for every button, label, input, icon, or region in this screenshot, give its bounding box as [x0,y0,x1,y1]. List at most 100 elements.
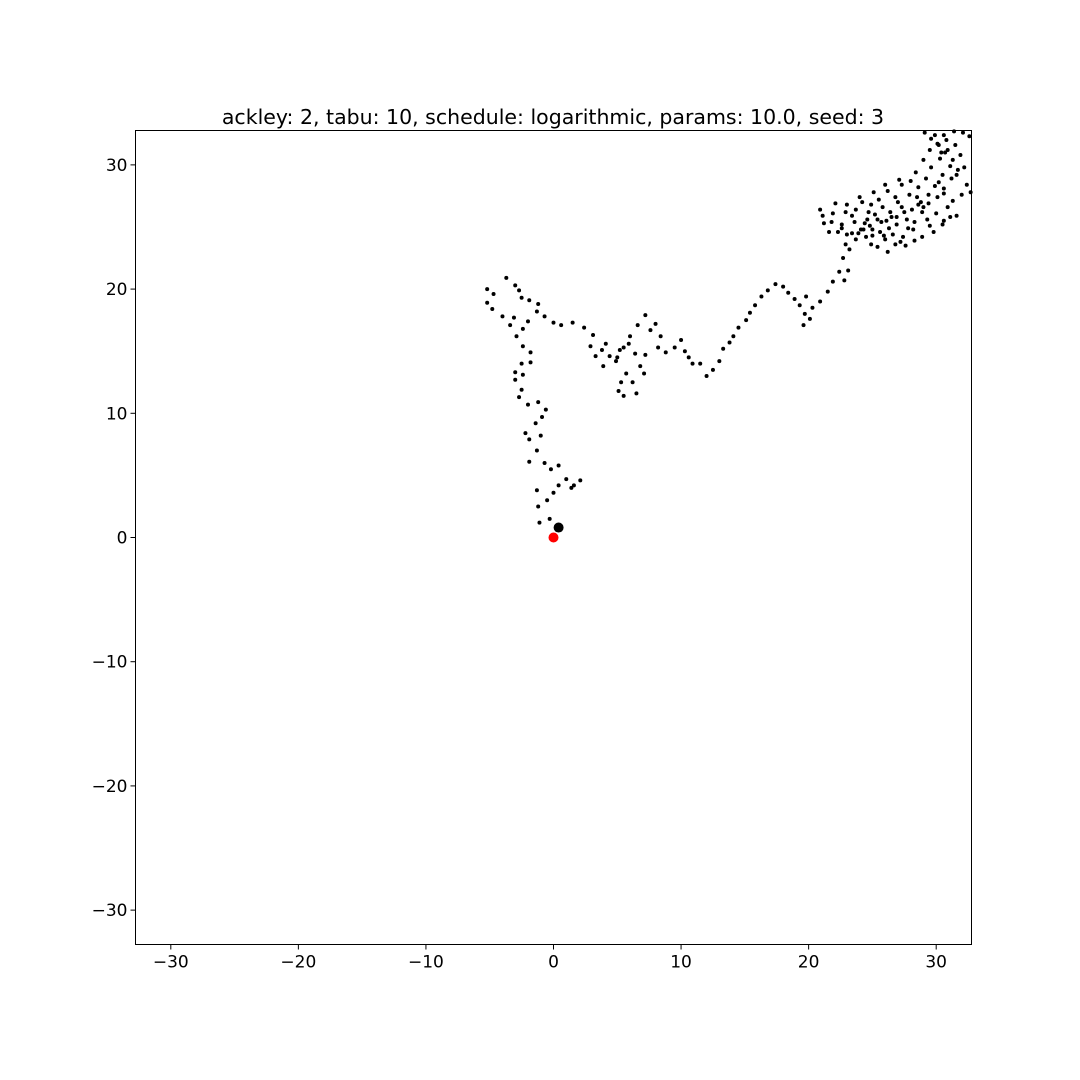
search-path-point [556,483,561,488]
search-cluster-point [953,143,958,148]
search-path-point [875,244,880,249]
search-path-point [829,220,834,225]
search-path-point [491,292,496,297]
search-path-point [797,303,802,308]
search-cluster-point [886,226,891,231]
search-cluster-point [857,195,862,200]
search-cluster-point [890,232,895,237]
search-path-point [727,340,732,345]
search-path-point [527,459,532,464]
y-tick-label: −30 [92,901,128,921]
search-path-point [626,341,631,346]
search-path-point [810,305,815,310]
search-path-point [542,314,547,319]
search-path-point [528,360,533,365]
search-path-point [721,346,726,351]
search-path-point [514,334,519,339]
search-path-point [630,380,635,385]
search-path-point [710,367,715,372]
x-tick-label: −30 [153,953,189,973]
search-path-point [527,437,532,442]
search-path-point [686,355,691,360]
search-cluster-point [944,138,949,143]
search-path-point [633,351,638,356]
search-cluster-point [835,229,840,234]
search-path-point [500,314,505,319]
search-cluster-point [869,202,874,207]
search-path-point [520,344,525,349]
search-cluster-point [912,238,917,243]
search-path-point [536,301,541,306]
search-path-point [533,421,538,426]
search-path-point [547,516,552,521]
search-path-point [520,326,525,331]
search-path-point [672,345,677,350]
search-cluster-point [885,188,890,193]
search-path-point [736,325,741,330]
search-path-point [955,167,960,172]
search-path-point [519,361,524,366]
search-cluster-point [916,185,921,190]
search-path-point [513,370,518,375]
search-path-point [628,334,633,339]
search-cluster-point [927,223,932,228]
plot-frame [135,130,972,945]
search-path-point [599,347,604,352]
search-path-point [485,300,490,305]
search-cluster-point [909,207,914,212]
search-path-point [559,323,564,328]
search-cluster-series [821,133,973,252]
search-path-point [642,371,647,376]
y-tick-label: 0 [117,529,128,549]
search-path-point [519,295,524,300]
search-path-point [534,309,539,314]
search-path-point [941,186,946,191]
search-path-point [578,478,583,483]
y-tick-label: −20 [92,777,128,797]
search-cluster-point [870,227,875,232]
search-cluster-point [856,231,861,236]
y-axis: −30 −20 −10 0 10 20 30 [92,156,136,921]
search-path-point [511,315,516,320]
search-path-point [556,463,561,468]
search-path-point [571,483,576,488]
x-tick-label: 20 [798,953,820,973]
search-path-point [949,176,954,181]
search-path-point [843,210,848,215]
search-cluster-point [871,190,876,195]
x-tick-label: 0 [548,953,559,973]
search-path-point [786,290,791,295]
search-path-point [520,372,525,377]
search-cluster-point [921,157,926,162]
search-path-point [801,323,806,328]
search-path-point [615,355,620,360]
search-cluster-point [968,190,973,195]
x-tick-label: 10 [670,953,692,973]
search-path-point [513,377,518,382]
search-path-point [818,207,823,212]
search-path-point [967,134,972,139]
search-path-point [663,350,668,355]
search-path-point [504,275,509,280]
search-cluster-point [850,213,854,218]
search-path-point [943,150,948,155]
search-cluster-point [830,211,835,216]
search-path-point [717,359,722,364]
search-cluster-point [918,200,923,205]
search-cluster-point [899,205,904,210]
search-path-point [820,213,825,218]
search-cluster-point [904,217,909,222]
search-cluster-point [867,223,872,228]
search-path-point [842,278,847,283]
search-cluster-point [936,180,941,185]
search-cluster-point [866,210,871,215]
search-cluster-point [875,217,880,222]
search-cluster-point [941,191,946,196]
search-path-point [485,287,490,292]
search-path-point [765,288,770,293]
search-cluster-point [913,170,918,175]
search-cluster-point [948,215,953,220]
search-cluster-point [939,150,944,155]
search-path-point [624,371,629,376]
